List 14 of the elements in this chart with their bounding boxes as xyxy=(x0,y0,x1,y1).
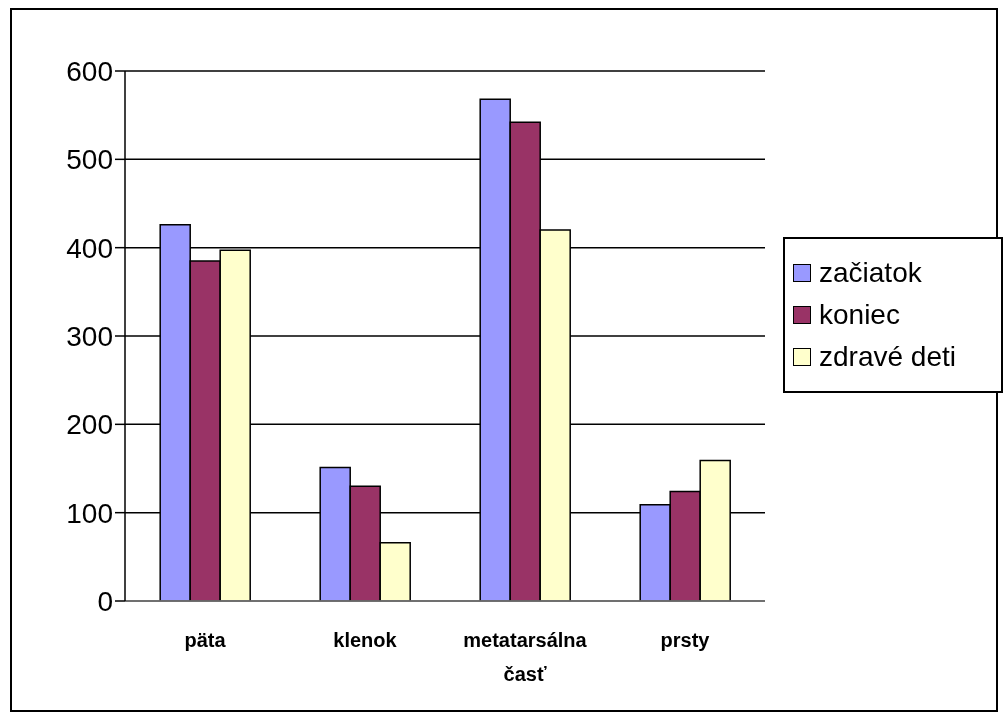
x-tick-label: prsty xyxy=(660,629,711,651)
x-tick-label: päta xyxy=(184,629,227,651)
x-tick-label: metatarsálna časť xyxy=(463,629,588,685)
y-tick-label: 500 xyxy=(66,144,113,176)
y-tick-label: 200 xyxy=(66,409,113,441)
legend-label: zdravé deti xyxy=(819,341,956,373)
legend-label: začiatok xyxy=(819,257,922,289)
y-tick-label: 400 xyxy=(66,232,113,264)
y-tick-label: 100 xyxy=(66,497,113,529)
y-tick-label: 300 xyxy=(66,320,113,352)
x-tick-label: klenok xyxy=(333,629,398,651)
legend-label: koniec xyxy=(819,299,900,331)
y-tick-label: 0 xyxy=(97,585,113,617)
y-tick-label: 600 xyxy=(66,55,113,87)
